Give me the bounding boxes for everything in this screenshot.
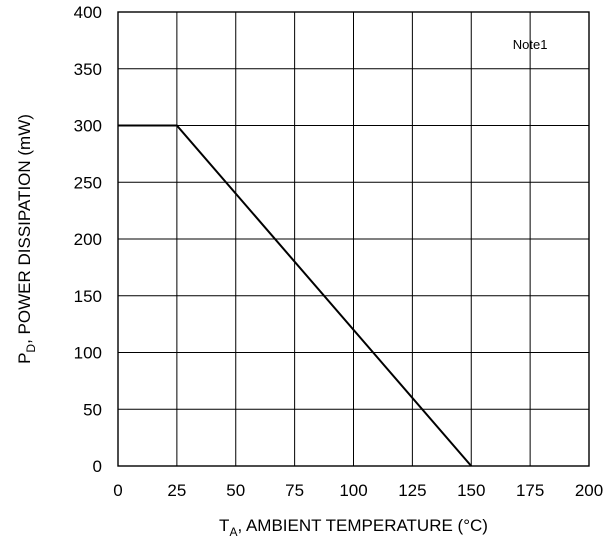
y-axis-label-sub: D: [24, 344, 38, 353]
x-tick-label: 100: [339, 481, 367, 500]
x-tick-label: 125: [398, 481, 426, 500]
x-axis-label-main: T: [219, 516, 229, 535]
y-tick-label: 100: [74, 344, 102, 363]
x-tick-label: 25: [167, 481, 186, 500]
gridlines: [118, 12, 589, 466]
x-axis-label: TA, AMBIENT TEMPERATURE (°C): [219, 516, 488, 539]
x-tick-label: 50: [226, 481, 245, 500]
y-tick-label: 400: [74, 3, 102, 22]
x-tick-label: 150: [457, 481, 485, 500]
plot-area-frame: [117, 11, 590, 467]
x-tick-label: 75: [285, 481, 304, 500]
x-tick-labels: 0 25 50 75 100 125 150 175 200: [113, 481, 603, 500]
y-tick-label: 50: [83, 400, 102, 419]
y-tick-label: 200: [74, 230, 102, 249]
y-axis-label-rest: , POWER DISSIPATION (mW): [15, 114, 34, 344]
x-axis-label-sub: A: [229, 525, 237, 539]
derating-curve: [118, 124, 473, 467]
y-tick-labels: 0 50 100 150 200 250 300 350 400: [74, 3, 102, 476]
annotations: Note1: [513, 37, 548, 52]
x-tick-label: 200: [575, 481, 603, 500]
y-tick-label: 300: [74, 117, 102, 136]
y-tick-label: 150: [74, 287, 102, 306]
note-annotation: Note1: [513, 37, 548, 52]
series-layer: [118, 124, 473, 467]
y-tick-label: 0: [93, 457, 102, 476]
x-axis-label-rest: , AMBIENT TEMPERATURE (°C): [237, 516, 488, 535]
y-tick-label: 350: [74, 60, 102, 79]
y-axis-label-main: P: [15, 353, 34, 364]
x-tick-label: 0: [113, 481, 122, 500]
y-tick-label: 250: [74, 173, 102, 192]
y-axis-label: PD, POWER DISSIPATION (mW): [15, 114, 38, 364]
x-tick-label: 175: [516, 481, 544, 500]
